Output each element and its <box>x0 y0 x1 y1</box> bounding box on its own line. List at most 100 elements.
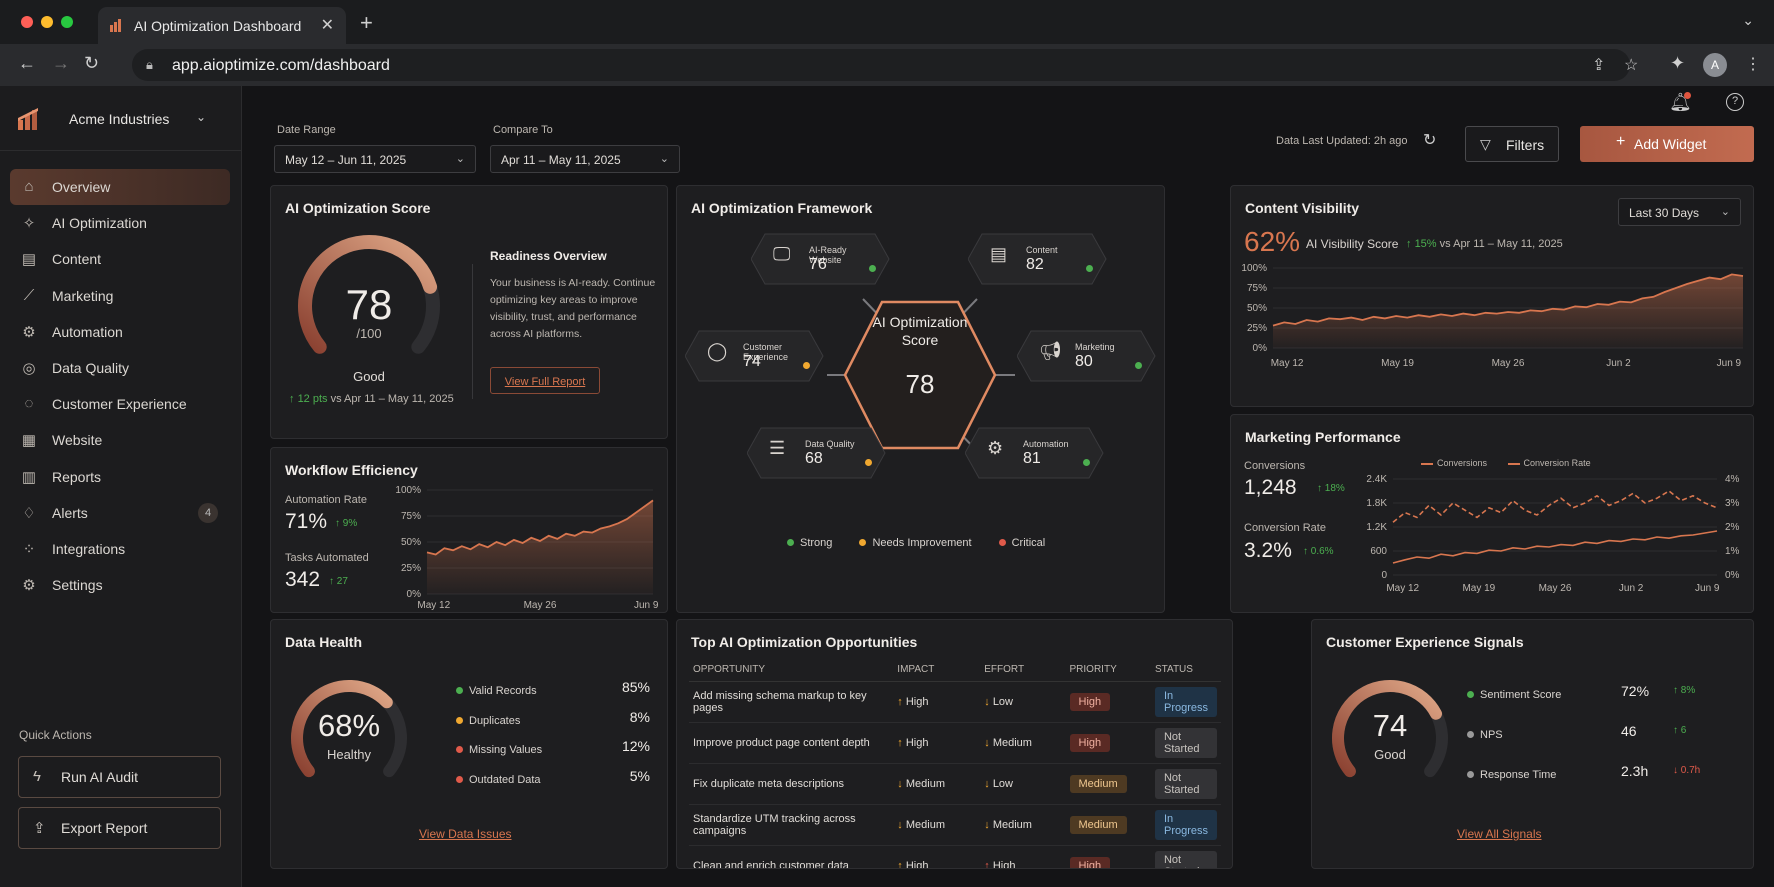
row-delta-value: 8% <box>1680 685 1696 696</box>
score-delta: ↑ 12 pts vs Apr 11 – May 11, 2025 <box>289 393 454 405</box>
new-tab-icon[interactable]: + <box>360 10 373 35</box>
status-badge: Not Started <box>1154 851 1217 868</box>
extensions-icon[interactable]: ✦ <box>1670 53 1686 73</box>
effort-cell: ↓ Medium <box>980 722 1066 764</box>
add-widget-button[interactable]: + Add Widget <box>1580 126 1754 162</box>
col-status[interactable]: STATUS <box>1150 658 1221 682</box>
y-right-tick-label: 1% <box>1725 546 1740 557</box>
framework-node-customer-experience[interactable]: ◯ Customer Experience 74 <box>685 329 824 382</box>
data-health-grade: Healthy <box>326 747 372 762</box>
org-name[interactable]: Acme Industries <box>69 111 170 127</box>
sidebar-item-settings[interactable]: ⚙︎ Settings <box>10 567 230 603</box>
reload-icon[interactable]: ↻ <box>84 53 100 73</box>
table-row[interactable]: Standardize UTM tracking across campaign… <box>689 804 1221 846</box>
area-fill <box>1273 274 1743 348</box>
sidebar-item-automation[interactable]: ⚙︎ Automation <box>10 314 230 350</box>
export-report-button[interactable]: ⇪ Export Report <box>18 807 221 849</box>
data-updated-text: Data Last Updated: 2h ago <box>1276 135 1408 147</box>
node-name: Marketing <box>1075 342 1115 352</box>
sidebar-item-label: Automation <box>52 323 123 340</box>
browser-menu-icon[interactable]: ⋮ <box>1745 56 1761 73</box>
sidebar-item-data-quality[interactable]: ◎ Data Quality <box>10 350 230 386</box>
refresh-icon[interactable]: ↻ <box>1423 132 1437 149</box>
back-icon[interactable]: ← <box>18 53 36 73</box>
date-range-select[interactable]: May 12 – Jun 11, 2025 ⌄ <box>274 145 476 173</box>
conversions-line <box>1392 530 1718 564</box>
conversion-rate-value: 3.2% <box>1244 539 1292 562</box>
card-title: Top AI Optimization Opportunities <box>691 634 918 650</box>
close-tab-icon[interactable]: ✕ <box>320 17 334 34</box>
table-row[interactable]: Clean and enrich customer data ↑ High ↑ Hi… <box>689 845 1221 868</box>
sidebar-item-overview[interactable]: ⌂ Overview <box>10 169 230 205</box>
legend-rate-label: Conversion Rate <box>1523 458 1591 468</box>
x-tick-label: May 12 <box>417 600 450 610</box>
col-effort[interactable]: EFFORT <box>980 658 1066 682</box>
sidebar-item-marketing[interactable]: ⟋ Marketing <box>10 278 230 314</box>
favicon-icon <box>110 19 121 32</box>
framework-node-automation[interactable]: ⚙︎ Automation 81 <box>965 426 1104 479</box>
view-data-issues-link[interactable]: View Data Issues <box>419 827 512 841</box>
y-right-tick-label: 4% <box>1725 474 1740 485</box>
legend-needs-label: Needs Improvement <box>872 537 972 549</box>
org-switcher-chevron-icon[interactable]: ⌄ <box>196 110 207 124</box>
table-row[interactable]: Fix duplicate meta descriptions ↓ Medium ↓… <box>689 763 1221 805</box>
status-cell: In Progress <box>1150 804 1221 846</box>
compare-to-select[interactable]: Apr 11 – May 11, 2025 ⌄ <box>490 145 680 173</box>
sidebar-item-customer-experience[interactable]: ◌ Customer Experience <box>10 386 230 422</box>
effort-cell: ↓ Low <box>980 681 1066 723</box>
bookmark-star-icon[interactable]: ☆ <box>1624 57 1639 74</box>
conversion-rate-label: Conversion Rate <box>1244 522 1326 534</box>
sidebar-item-reports[interactable]: ▥ Reports <box>10 459 230 495</box>
framework-connectors <box>827 298 1015 452</box>
sidebar-item-content[interactable]: ▤ Content <box>10 241 230 277</box>
y-tick-label: 75% <box>1247 283 1267 294</box>
sidebar-item-ai-optimization[interactable]: ✧ AI Optimization <box>10 205 230 241</box>
node-value: 81 <box>1023 450 1041 467</box>
framework-node-marketing[interactable]: 📢︎ Marketing 80 <box>1017 329 1156 382</box>
framework-node-ai-ready-website[interactable]: 🖵︎ AI-Ready Website 76 <box>751 232 890 285</box>
workflow-chart: 100% 75% 50% 25% 0%May 12 May 26 Jun 9 <box>395 485 658 610</box>
view-full-report-button[interactable]: View Full Report <box>490 367 600 394</box>
ai-score-card: AI Optimization Score 78 /100 Good ↑ 12 … <box>270 185 668 439</box>
framework-node-content[interactable]: ▤ Content 82 <box>968 232 1107 285</box>
sidebar-item-integrations[interactable]: ⁘ Integrations <box>10 531 230 567</box>
help-icon[interactable]: ? <box>1726 93 1744 111</box>
tab-menu-chevron-icon[interactable]: ⌄ <box>1742 12 1754 28</box>
priority-badge: Medium <box>1069 816 1127 834</box>
browser-tab[interactable]: AI Optimization Dashboard ✕ <box>98 7 346 44</box>
gear-icon: ⚙︎ <box>22 577 36 595</box>
table-row[interactable]: Add missing schema markup to key pages ↑ … <box>689 681 1221 723</box>
automation-rate-label: Automation Rate <box>285 494 367 506</box>
forward-icon[interactable]: → <box>52 53 70 73</box>
profile-avatar[interactable]: A <box>1703 53 1727 77</box>
sidebar-item-alerts[interactable]: ♢ Alerts 4 <box>10 495 230 531</box>
monitor-icon: 🖵︎ <box>773 244 791 264</box>
view-all-signals-link[interactable]: View All Signals <box>1457 827 1542 841</box>
visibility-range-select[interactable]: Last 30 Days ⌄ <box>1618 198 1741 226</box>
status-dot <box>456 716 463 724</box>
legend-dot-strong <box>787 539 794 546</box>
col-priority[interactable]: PRIORITY <box>1065 658 1151 682</box>
minimize-window-button[interactable] <box>41 16 53 28</box>
table-row[interactable]: Improve product page content depth ↑ High… <box>689 722 1221 764</box>
run-ai-audit-button[interactable]: ϟ Run AI Audit <box>18 756 221 798</box>
y-right-tick-label: 2% <box>1725 522 1740 533</box>
address-bar[interactable]: 🔒︎ app.aioptimize.com/dashboard ⇪ ☆ <box>132 49 1638 81</box>
compare-to-label: Compare To <box>493 124 553 136</box>
visibility-range-value: Last 30 Days <box>1629 206 1700 220</box>
filters-button[interactable]: ▽ Filters <box>1465 126 1559 162</box>
chart-icon: ⟋ <box>23 286 35 304</box>
automation-icon: ⚙︎ <box>22 323 36 341</box>
col-impact[interactable]: IMPACT <box>893 658 981 682</box>
maximize-window-button[interactable] <box>61 16 73 28</box>
sidebar-item-website[interactable]: ▦ Website <box>10 422 230 458</box>
opportunity-cell: Clean and enrich customer data <box>689 845 894 868</box>
framework-center-value: 78 <box>905 369 935 399</box>
col-opportunity[interactable]: OPPORTUNITY <box>689 658 894 682</box>
close-window-button[interactable] <box>21 16 33 28</box>
effort-value: Medium <box>992 819 1032 831</box>
framework-node-data-quality[interactable]: ☰ Data Quality 68 <box>747 426 886 479</box>
visibility-delta: ↑ 15% vs Apr 11 – May 11, 2025 <box>1406 238 1563 250</box>
share-icon[interactable]: ⇪ <box>1592 57 1606 74</box>
y-tick-label: 100% <box>395 485 421 496</box>
